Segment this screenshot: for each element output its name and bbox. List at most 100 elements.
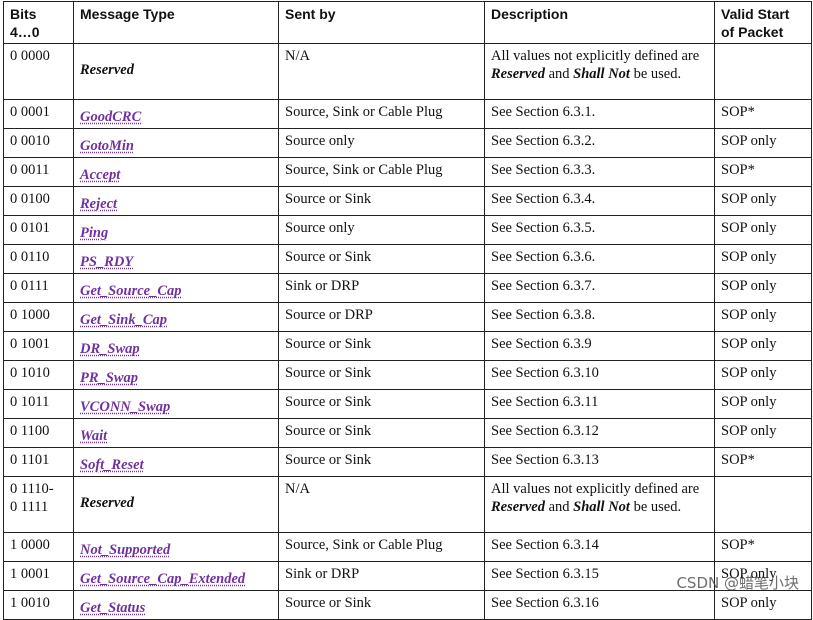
sent-by-cell: Sink or DRP bbox=[278, 273, 485, 303]
table-row: 0 1101 Soft_Reset Source or Sink See Sectio… bbox=[3, 447, 812, 477]
type-cell: Get_Source_Cap_Extended bbox=[73, 561, 279, 591]
sop-cell: SOP only bbox=[714, 561, 812, 591]
description-cell: See Section 6.3.16 bbox=[484, 590, 715, 620]
message-type: Get_Source_Cap bbox=[80, 283, 182, 299]
type-cell: Get_Source_Cap bbox=[73, 273, 279, 303]
sent-by-cell: N/A bbox=[278, 476, 485, 533]
bits-cell: 0 1011 bbox=[3, 389, 74, 419]
type-cell: Soft_Reset bbox=[73, 447, 279, 477]
sent-by-cell: Source or Sink bbox=[278, 590, 485, 620]
table-row: 0 0011 Accept Source, Sink or Cable Plug Se… bbox=[3, 157, 812, 187]
message-type: Ping bbox=[80, 225, 109, 241]
sent-by-cell: Source, Sink or Cable Plug bbox=[278, 157, 485, 187]
header-row: Bits 4…0 Message Type Sent by Description Va… bbox=[3, 1, 812, 44]
table-body: 0 0000 Reserved N/A All values not explicit… bbox=[3, 43, 812, 620]
sent-by-cell: Source only bbox=[278, 215, 485, 245]
type-cell: Get_Sink_Cap bbox=[73, 302, 279, 332]
page-body: {"table": { "type_color": "#7030a0", "he… bbox=[3, 1, 812, 620]
bits-cell: 0 0000 bbox=[3, 43, 74, 100]
description-cell: See Section 6.3.15 bbox=[484, 561, 715, 591]
message-type: Get_Status bbox=[80, 600, 146, 616]
watermark: CSDN @蜡笔小块 bbox=[676, 574, 799, 592]
sop-cell: SOP only bbox=[714, 273, 812, 303]
bits-cell: 1 0000 bbox=[3, 532, 74, 562]
sent-by-cell: Source, Sink or Cable Plug bbox=[278, 99, 485, 129]
table-row: 0 0110 PS_RDY Source or Sink See Section 6.… bbox=[3, 244, 812, 274]
bits-cell: 1 0010 bbox=[3, 590, 74, 620]
sent-by-cell: Source or Sink bbox=[278, 186, 485, 216]
sent-by-cell: Source or DRP bbox=[278, 302, 485, 332]
message-type: Wait bbox=[80, 428, 108, 444]
description-cell: See Section 6.3.9 bbox=[484, 331, 715, 361]
sop-cell: SOP only bbox=[714, 331, 812, 361]
table-row: 0 1100 Wait Source or Sink See Section 6.3.… bbox=[3, 418, 812, 448]
bits-cell: 0 1010 bbox=[3, 360, 74, 390]
sent-by-cell: Source or Sink bbox=[278, 244, 485, 274]
description-cell: All values not explicitly defined are Re… bbox=[484, 476, 715, 533]
description-text: be used. bbox=[629, 66, 682, 82]
message-type: Get_Sink_Cap bbox=[80, 312, 168, 328]
sent-by-cell: Source or Sink bbox=[278, 331, 485, 361]
message-type: Soft_Reset bbox=[80, 457, 144, 473]
description-text: All values not explicitly defined are bbox=[491, 481, 700, 497]
type-cell: Not_Supported bbox=[73, 532, 279, 562]
header-cell: Message Type bbox=[73, 1, 279, 44]
message-type: VCONN_Swap bbox=[80, 399, 171, 415]
bits-cell: 0 1000 bbox=[3, 302, 74, 332]
sop-cell: SOP only bbox=[714, 302, 812, 332]
description-cell: See Section 6.3.6. bbox=[484, 244, 715, 274]
message-type: PR_Swap bbox=[80, 370, 139, 386]
sent-by-cell: Source or Sink bbox=[278, 389, 485, 419]
sent-by-cell: Source or Sink bbox=[278, 447, 485, 477]
bits-cell: 0 0001 bbox=[3, 99, 74, 129]
description-cell: All values not explicitly defined are Re… bbox=[484, 43, 715, 100]
description-cell: See Section 6.3.14 bbox=[484, 532, 715, 562]
description-cell: See Section 6.3.1. bbox=[484, 99, 715, 129]
table-row: 1 0001 Get_Source_Cap_Extended Sink or DRP… bbox=[3, 561, 812, 591]
message-type: GoodCRC bbox=[80, 109, 142, 125]
sent-by-cell: Source, Sink or Cable Plug bbox=[278, 532, 485, 562]
emphasis: Shall Not bbox=[573, 66, 630, 82]
table-head: Bits 4…0 Message Type Sent by Description Va… bbox=[3, 1, 812, 44]
message-table: Bits 4…0 Message Type Sent by Description Va… bbox=[3, 1, 812, 620]
sop-cell: SOP only bbox=[714, 215, 812, 245]
message-type: PS_RDY bbox=[80, 254, 134, 270]
type-cell: Reserved bbox=[73, 43, 279, 100]
page: Control Message Types html, body { margi… bbox=[3, 1, 812, 620]
sent-by-cell: Source or Sink bbox=[278, 360, 485, 390]
description-cell: See Section 6.3.12 bbox=[484, 418, 715, 448]
table-row: 0 0111 Get_Source_Cap Sink or DRP See Secti… bbox=[3, 273, 812, 303]
sop-cell: SOP only bbox=[714, 244, 812, 274]
sop-cell: SOP only bbox=[714, 389, 812, 419]
type-cell: GoodCRC bbox=[73, 99, 279, 129]
table-row: 0 0100 Reject Source or Sink See Section 6.… bbox=[3, 186, 812, 216]
message-type: GotoMin bbox=[80, 138, 134, 154]
message-type: Get_Source_Cap_Extended bbox=[80, 571, 246, 587]
message-type: Reject bbox=[80, 196, 118, 212]
description-text: All values not explicitly defined are bbox=[491, 48, 700, 64]
sop-cell: SOP only bbox=[714, 590, 812, 620]
bits-cell: 0 0111 bbox=[3, 273, 74, 303]
table-row: 0 0001 GoodCRC Source, Sink or Cable Plug S… bbox=[3, 99, 812, 129]
type-cell: PS_RDY bbox=[73, 244, 279, 274]
message-type: Reserved bbox=[80, 495, 134, 511]
description-cell: See Section 6.3.5. bbox=[484, 215, 715, 245]
message-type: Accept bbox=[80, 167, 121, 183]
table-row: 0 0101 Ping Source only See Section 6.3.5. S… bbox=[3, 215, 812, 245]
table-row: 0 1011 VCONN_Swap Source or Sink See Sectio… bbox=[3, 389, 812, 419]
description-cell: See Section 6.3.2. bbox=[484, 128, 715, 158]
table-row: 0 0000 Reserved N/A All values not explicit… bbox=[3, 43, 812, 100]
sop-cell: SOP only bbox=[714, 128, 812, 158]
sop-cell: SOP only bbox=[714, 186, 812, 216]
description-text: and bbox=[544, 66, 574, 82]
table-row: 0 1010 PR_Swap Source or Sink See Section 6… bbox=[3, 360, 812, 390]
type-cell: Wait bbox=[73, 418, 279, 448]
message-type: Not_Supported bbox=[80, 542, 171, 558]
sop-cell: SOP* bbox=[714, 157, 812, 187]
description-cell: See Section 6.3.11 bbox=[484, 389, 715, 419]
sop-cell: SOP* bbox=[714, 99, 812, 129]
bits-cell: 0 0110 bbox=[3, 244, 74, 274]
description-cell: See Section 6.3.10 bbox=[484, 360, 715, 390]
emphasis: Reserved bbox=[491, 499, 545, 515]
sent-by-cell: Source or Sink bbox=[278, 418, 485, 448]
